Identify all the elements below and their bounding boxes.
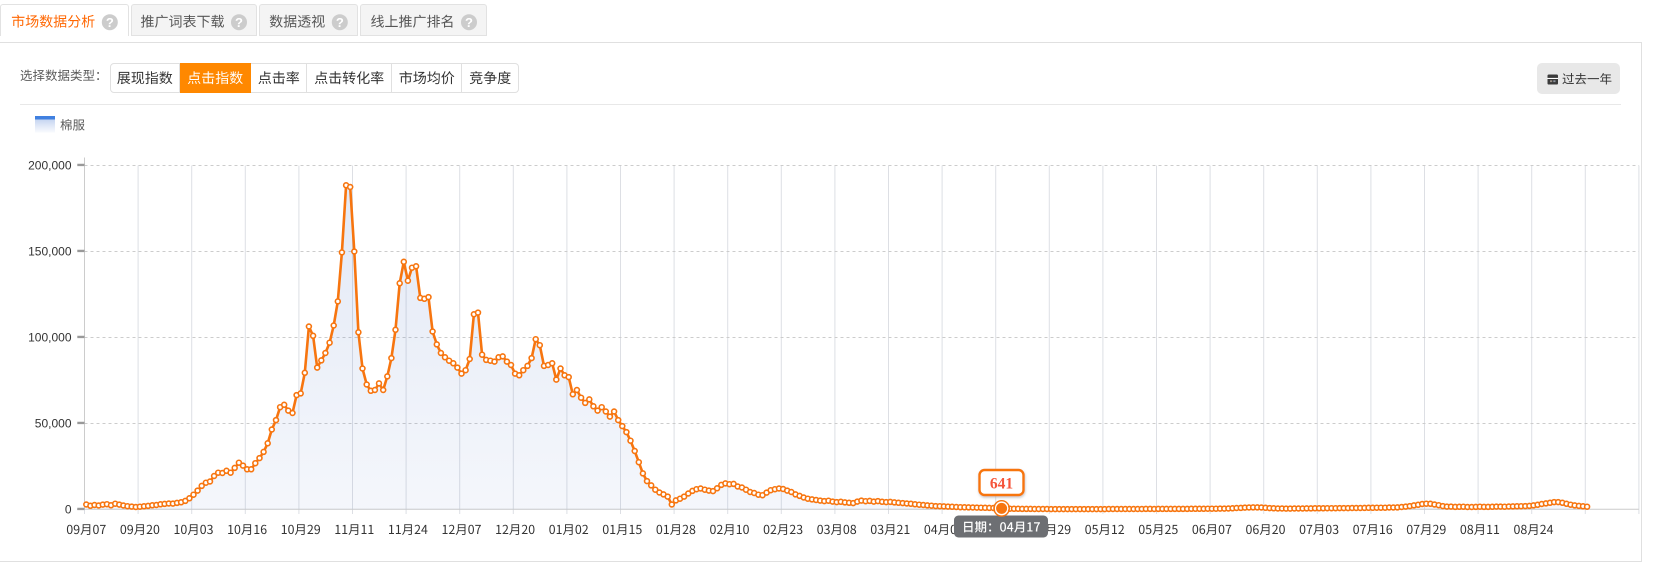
- svg-text:100,000: 100,000: [28, 331, 72, 345]
- svg-text:150,000: 150,000: [28, 245, 72, 259]
- svg-text:?: ?: [235, 15, 243, 30]
- svg-text:?: ?: [106, 15, 114, 30]
- svg-text:0: 0: [65, 503, 72, 517]
- svg-text:200,000: 200,000: [28, 159, 72, 173]
- svg-text:641: 641: [990, 476, 1013, 493]
- svg-text:?: ?: [336, 15, 344, 30]
- svg-text:50,000: 50,000: [35, 417, 72, 431]
- svg-text:?: ?: [465, 15, 473, 30]
